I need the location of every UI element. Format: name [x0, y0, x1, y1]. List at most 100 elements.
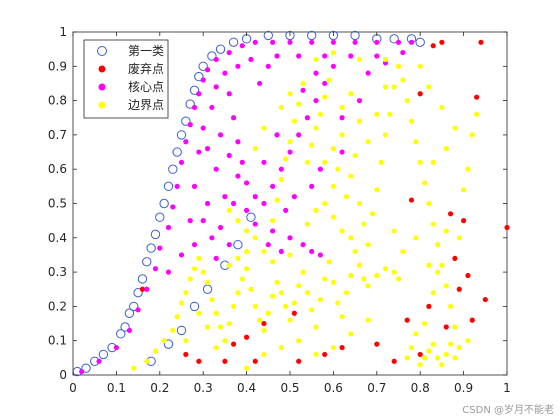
data-point	[196, 255, 202, 261]
y-tick-label: 0.5	[48, 197, 67, 211]
data-point	[400, 77, 406, 83]
data-point	[317, 296, 323, 303]
data-point	[404, 317, 410, 323]
data-point	[296, 283, 302, 289]
data-point	[426, 200, 432, 207]
x-tick-label: 0.7	[367, 381, 386, 395]
data-point	[443, 146, 449, 152]
data-point	[296, 132, 302, 138]
data-point	[447, 211, 454, 217]
data-point	[287, 139, 293, 145]
data-point	[126, 327, 133, 334]
data-point	[330, 49, 336, 56]
data-point	[322, 80, 328, 87]
data-point	[374, 341, 380, 347]
data-point	[434, 242, 441, 248]
data-point	[469, 132, 475, 138]
data-point	[296, 338, 302, 344]
data-point	[326, 259, 332, 265]
data-point	[387, 111, 393, 117]
data-point	[204, 324, 211, 330]
data-point	[452, 125, 458, 131]
data-point	[248, 56, 254, 63]
data-point	[317, 252, 323, 258]
data-point	[335, 300, 341, 306]
legend-label: 废弃点	[128, 61, 164, 76]
data-point	[185, 99, 195, 109]
x-tick-label: 0.3	[194, 381, 213, 395]
y-tick-label: 0.2	[48, 299, 67, 313]
data-point	[196, 358, 202, 364]
data-point	[191, 183, 198, 189]
data-point	[322, 53, 328, 59]
data-point	[348, 91, 354, 97]
data-point	[196, 91, 202, 97]
data-point	[374, 187, 380, 193]
data-point	[313, 207, 319, 213]
data-point	[283, 207, 289, 213]
data-point	[198, 61, 208, 72]
x-tick-label: 0	[69, 381, 77, 395]
data-point	[426, 303, 432, 309]
data-point	[426, 348, 432, 354]
data-point	[365, 242, 371, 248]
data-point	[131, 365, 137, 371]
data-point	[430, 221, 436, 227]
data-point	[172, 147, 182, 157]
data-point	[322, 276, 328, 282]
data-point	[356, 98, 363, 104]
data-point	[434, 355, 441, 361]
data-point	[139, 286, 146, 292]
data-point	[413, 139, 419, 145]
data-point	[176, 130, 187, 140]
data-point	[417, 91, 423, 97]
data-point	[287, 149, 293, 155]
data-point	[261, 125, 267, 131]
data-point	[159, 198, 169, 209]
y-tick-label: 0.4	[48, 231, 67, 245]
data-point	[196, 310, 202, 316]
data-point	[474, 94, 480, 100]
data-point	[196, 149, 202, 155]
data-point	[339, 115, 345, 121]
data-point	[142, 257, 152, 267]
data-point	[461, 218, 467, 224]
data-point	[146, 243, 156, 253]
data-point	[235, 218, 241, 224]
data-point	[482, 296, 488, 303]
data-point	[200, 77, 206, 83]
data-point	[304, 221, 310, 227]
data-point	[417, 362, 423, 368]
data-point	[200, 218, 206, 224]
data-point	[181, 116, 191, 126]
data-point	[116, 329, 126, 339]
data-point	[287, 39, 293, 45]
data-point	[248, 286, 254, 292]
data-point	[456, 344, 462, 351]
data-point	[230, 303, 237, 309]
data-point	[322, 94, 328, 100]
data-point	[395, 276, 402, 282]
data-point	[374, 111, 380, 117]
data-point	[222, 194, 228, 200]
data-point	[165, 224, 172, 231]
data-point	[191, 242, 198, 248]
data-point	[330, 63, 336, 69]
data-point	[178, 252, 185, 258]
data-point	[456, 235, 462, 241]
data-point	[374, 39, 380, 45]
data-point	[426, 84, 432, 90]
data-point	[244, 248, 250, 255]
data-point	[278, 104, 284, 111]
data-point	[235, 139, 241, 145]
data-point	[304, 159, 310, 165]
data-point	[226, 91, 232, 97]
data-point	[213, 310, 219, 316]
y-tick-label: 1	[59, 25, 67, 39]
data-point	[261, 248, 267, 255]
data-point	[135, 307, 141, 313]
data-point	[339, 132, 345, 138]
data-point	[217, 132, 224, 138]
data-point	[152, 348, 159, 354]
